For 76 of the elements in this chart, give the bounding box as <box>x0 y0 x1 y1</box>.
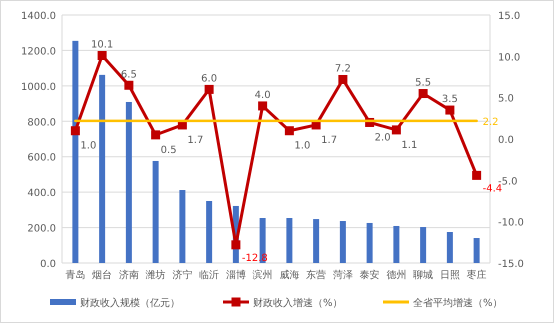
point <box>392 125 401 134</box>
point <box>231 240 240 250</box>
data-label: 6.5 <box>120 69 137 80</box>
bar <box>179 190 186 263</box>
legend-label: 全省平均增速（%） <box>413 297 503 309</box>
point <box>418 89 428 98</box>
y-tick-label: 0.0 <box>40 259 56 270</box>
y2-tick-label: 5.0 <box>498 94 514 105</box>
y-tick-label: 800.0 <box>27 117 56 128</box>
point <box>98 51 107 60</box>
data-label: 10.1 <box>90 40 114 51</box>
y2-tick-label: 10.0 <box>498 52 520 64</box>
legend-label: 财政收入规模（亿元） <box>80 297 180 309</box>
data-label: 1.0 <box>80 140 96 152</box>
bar <box>72 40 78 263</box>
y-tick-label: 1000.0 <box>21 82 56 93</box>
data-label: 2.2 <box>482 116 499 128</box>
y2-tick-label: 0.0 <box>498 135 514 146</box>
x-tick-label: 聊城 <box>413 269 434 281</box>
bar <box>152 160 159 263</box>
x-tick-label: 潍坊 <box>146 269 166 281</box>
data-label: 0.5 <box>160 144 177 156</box>
bar <box>313 219 320 263</box>
y-tick-label: 200.0 <box>27 224 56 235</box>
bar <box>126 102 132 263</box>
y2-tick-label: -10.0 <box>498 218 524 229</box>
x-tick-label: 烟台 <box>92 269 112 281</box>
x-tick-label: 威海 <box>279 269 300 281</box>
bar <box>366 222 373 263</box>
x-tick-label: 德州 <box>386 269 406 281</box>
x-tick-label: 滨州 <box>252 269 273 281</box>
y-tick-label: 1200.0 <box>21 46 56 58</box>
point <box>151 130 160 140</box>
x-tick-label: 济宁 <box>172 269 192 281</box>
point <box>70 126 80 136</box>
x-tick-label: 泰安 <box>360 269 380 281</box>
bar <box>420 227 426 263</box>
data-label: 3.5 <box>442 94 458 106</box>
y2-tick-label: -15.0 <box>498 259 524 270</box>
x-tick-label: 临沂 <box>199 269 220 281</box>
data-label: 1.7 <box>187 134 204 146</box>
bar <box>340 221 346 263</box>
bar <box>99 74 106 263</box>
y-tick-label: 1400.0 <box>21 11 56 22</box>
bar <box>286 218 292 263</box>
data-label: 7.2 <box>334 63 351 74</box>
point <box>338 74 348 84</box>
point <box>445 106 454 115</box>
x-tick-label: 菏泽 <box>332 269 353 281</box>
point <box>284 126 294 136</box>
y-tick-label: 400.0 <box>27 188 56 200</box>
x-tick-label: 日照 <box>440 270 460 281</box>
data-label: 1.1 <box>401 140 418 151</box>
bar <box>474 238 480 263</box>
x-tick-label: 淄博 <box>226 269 246 281</box>
bar <box>446 232 453 263</box>
data-label: 4.0 <box>254 90 271 101</box>
y-tick-label: 600.0 <box>27 152 56 164</box>
data-label: 2.0 <box>374 132 391 144</box>
point <box>124 80 134 90</box>
point <box>472 170 482 180</box>
data-label: -4.4 <box>482 183 502 194</box>
x-tick-label: 济南 <box>118 269 139 281</box>
y2-tick-label: 15.0 <box>498 11 520 22</box>
point <box>258 101 268 110</box>
x-tick-label: 青岛 <box>65 269 86 281</box>
x-tick-label: 东营 <box>306 269 326 281</box>
point <box>204 84 214 94</box>
data-label: 1.7 <box>321 134 338 146</box>
bar <box>393 226 400 263</box>
x-tick-label: 枣庄 <box>466 269 487 281</box>
data-label: 5.5 <box>415 78 432 89</box>
legend-label: 财政收入增速（%） <box>253 297 343 309</box>
bar <box>206 201 212 263</box>
data-label: 6.0 <box>201 73 218 84</box>
data-label: 1.0 <box>294 140 310 152</box>
